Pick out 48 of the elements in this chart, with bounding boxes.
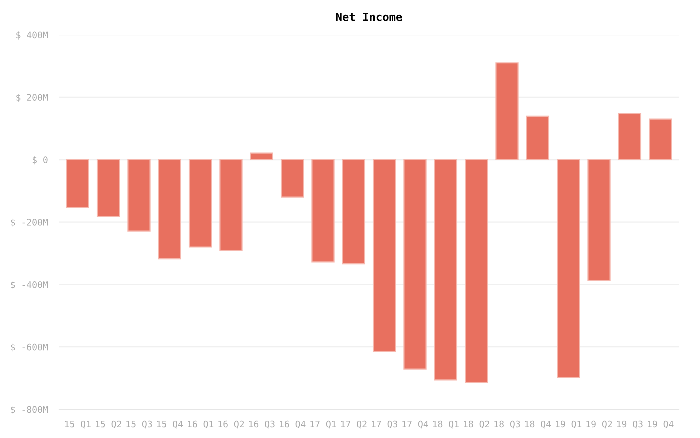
x-tick-label: 17 Q2 (341, 420, 367, 429)
bar (526, 116, 550, 160)
bar (128, 159, 151, 232)
y-tick-label: $ -200M (11, 218, 48, 228)
bar (312, 159, 335, 263)
x-tick-label: 19 Q2 (586, 420, 612, 429)
bar (220, 159, 243, 252)
x-tick-label: 19 Q4 (648, 420, 674, 429)
bar (158, 159, 182, 260)
x-tick-label: 17 Q1 (310, 420, 336, 429)
bar (649, 118, 672, 160)
bar (618, 113, 642, 160)
bar (342, 159, 366, 265)
x-tick-label: 19 Q1 (556, 420, 582, 429)
x-tick-label: 18 Q2 (464, 420, 490, 429)
x-tick-label: 16 Q3 (249, 420, 275, 429)
x-tick-label: 15 Q1 (65, 420, 91, 429)
x-tick-label: 18 Q1 (433, 420, 459, 429)
bar (250, 152, 274, 160)
bar (188, 159, 212, 248)
y-tick-label: $ -800M (11, 406, 48, 414)
y-tick-label: $ -600M (11, 344, 48, 352)
x-tick-label: 17 Q4 (402, 420, 428, 429)
x-tick-label: 15 Q2 (96, 420, 122, 429)
bar (96, 159, 120, 218)
x-tick-label: 18 Q3 (494, 420, 520, 429)
bar (464, 159, 488, 384)
bar (372, 159, 396, 352)
x-tick-label: 17 Q3 (372, 420, 398, 429)
x-tick-label: 19 Q3 (617, 420, 643, 429)
x-tick-label: 16 Q4 (280, 420, 306, 429)
chart-title: Net Income (336, 13, 402, 22)
bar (404, 159, 427, 370)
bar (588, 159, 611, 282)
x-tick-label: 15 Q3 (126, 420, 152, 429)
bar (280, 159, 304, 198)
bar (496, 62, 519, 160)
y-tick-label: $ 200M (16, 94, 48, 102)
bar (557, 159, 580, 378)
bar (66, 159, 90, 208)
bar (434, 159, 458, 381)
x-tick-label: 15 Q4 (157, 420, 184, 429)
x-tick-label: 16 Q2 (218, 420, 244, 429)
y-tick-label: $ 400M (16, 32, 48, 40)
y-tick-label: $ -400M (11, 281, 48, 290)
x-tick-label: 16 Q1 (188, 420, 214, 429)
x-tick-label: 18 Q4 (525, 420, 552, 429)
y-tick-label: $ 0 (32, 156, 48, 165)
